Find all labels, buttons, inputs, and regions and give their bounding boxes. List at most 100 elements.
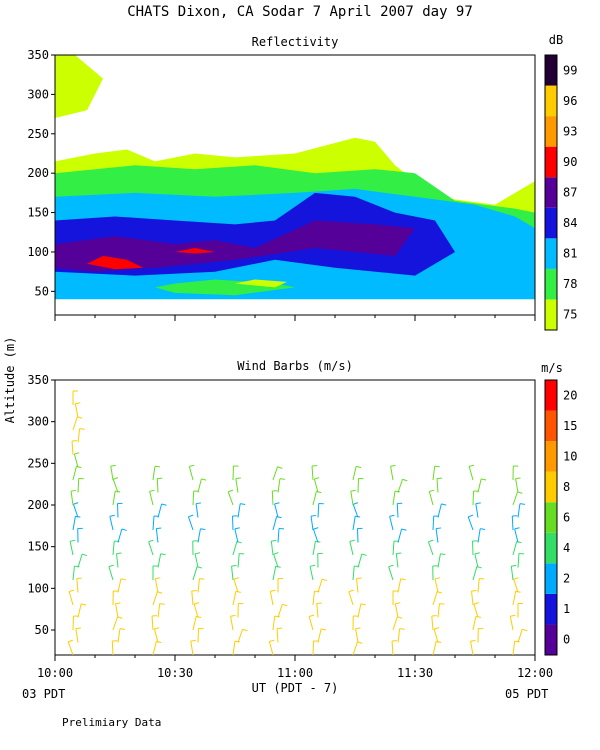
- wind-barb-flag: [199, 578, 205, 580]
- colorbar-swatch: [545, 624, 557, 655]
- wind-barb-flag: [434, 577, 441, 580]
- reflectivity-panel: Reflectivity 50 100 150 200 250 300 350 75 78 81…: [27, 33, 577, 331]
- reflectivity-x-axis: [54, 315, 536, 321]
- wind-barb-flag: [156, 640, 162, 644]
- wind-barb-flag: [113, 477, 119, 480]
- wind-barb: [149, 491, 154, 506]
- wind-barb: [192, 616, 197, 631]
- colorbar-tick-label: 15: [563, 419, 577, 433]
- wind-barb-flag: [282, 603, 288, 607]
- wind-barb: [437, 503, 442, 518]
- wind-barb-flag: [435, 527, 442, 530]
- wind-barb-flag: [201, 478, 207, 481]
- wind-barb: [191, 591, 194, 606]
- wind-barb-flag: [274, 615, 280, 618]
- wind-barb: [152, 466, 156, 481]
- wind-barb: [477, 578, 480, 593]
- wind-barb: [436, 478, 439, 493]
- wind-barb: [237, 553, 240, 568]
- wind-barb-flag: [242, 628, 248, 632]
- wind-barb-flag: [519, 503, 525, 505]
- wind-barb: [312, 529, 319, 543]
- wind-barb: [352, 641, 359, 656]
- wind-barb-flag: [69, 539, 76, 542]
- wind-barb-flag: [353, 502, 359, 505]
- wind-barb-flag: [75, 402, 81, 405]
- wind-barb: [152, 515, 155, 531]
- wind-barb: [434, 578, 439, 593]
- wind-barb-flag: [321, 578, 328, 582]
- wind-barb-flag: [471, 590, 477, 592]
- colorbar-swatch: [545, 441, 557, 472]
- wind-barb-flag: [115, 602, 121, 605]
- wind-barb-flag: [316, 490, 322, 494]
- wind-barb: [513, 579, 519, 593]
- wind-barb-flag: [349, 539, 355, 542]
- wind-barb: [117, 578, 122, 593]
- wind-barbs-y-axis: 50 100 150 200 250 300 350: [27, 373, 55, 637]
- wind-barb: [352, 504, 359, 518]
- wind-barb-flag: [121, 528, 127, 531]
- colorbar-tick-label: 81: [563, 247, 577, 261]
- wind-barb-flag: [394, 490, 400, 493]
- colorbar-tick-label: 6: [563, 511, 570, 525]
- wind-barb-flag: [81, 603, 87, 606]
- colorbar-swatch: [545, 116, 557, 147]
- wind-barb: [432, 641, 437, 656]
- wind-barb: [157, 603, 161, 618]
- wind-barb-flag: [196, 615, 202, 618]
- wind-barb-flag: [513, 577, 519, 580]
- colorbar-tick-label: 87: [563, 186, 577, 200]
- wind-barb-flag: [148, 539, 154, 543]
- wind-barb-flag: [429, 489, 435, 492]
- wind-barb: [396, 503, 399, 518]
- wind-barb: [237, 629, 244, 643]
- wind-barb: [233, 578, 239, 593]
- wind-barb: [116, 553, 119, 568]
- wind-barb: [432, 466, 436, 481]
- wind-barb-flag: [309, 614, 315, 618]
- wind-barb: [472, 616, 477, 631]
- wind-barb: [77, 428, 81, 443]
- wind-y-tick-label: 100: [27, 581, 49, 595]
- wind-barb: [437, 603, 440, 618]
- wind-barb: [110, 466, 114, 481]
- wind-barb: [350, 491, 354, 506]
- wind-barb-flag: [75, 627, 81, 630]
- wind-barb: [72, 516, 76, 531]
- wind-barb-flag: [235, 477, 241, 480]
- wind-barb-flag: [154, 627, 160, 630]
- wind-barb: [237, 503, 241, 518]
- wind-barb: [157, 553, 162, 568]
- wind-barb: [187, 516, 194, 531]
- wind-barb: [432, 515, 435, 531]
- wind-barb-flag: [399, 628, 405, 630]
- wind-y-tick-label: 250: [27, 456, 49, 470]
- wind-barb: [231, 566, 234, 581]
- wind-barb: [428, 491, 434, 506]
- wind-y-tick-label: 350: [27, 373, 49, 387]
- wind-barb-flag: [400, 578, 406, 581]
- wind-barb: [277, 528, 280, 543]
- wind-barb-flag: [314, 477, 320, 480]
- colorbar-tick-label: 84: [563, 216, 577, 230]
- colorbar-swatch: [545, 471, 557, 503]
- wind-barb: [355, 628, 359, 643]
- wind-barb: [232, 591, 237, 606]
- wind-barb: [509, 616, 514, 631]
- wind-barb: [112, 541, 115, 556]
- wind-barb: [514, 528, 519, 543]
- wind-barb: [310, 516, 314, 531]
- wind-barb: [477, 528, 481, 543]
- wind-barb-flag: [309, 564, 316, 567]
- wind-barb: [394, 603, 399, 618]
- wind-barb: [156, 478, 159, 493]
- wind-barb: [235, 478, 239, 493]
- reflectivity-y-tick-label: 250: [27, 127, 49, 141]
- wind-barb-flag: [388, 564, 394, 568]
- wind-barb-flag: [396, 552, 402, 555]
- wind-barb-flag: [515, 477, 521, 480]
- wind-barb: [352, 466, 357, 481]
- wind-barb: [472, 566, 478, 581]
